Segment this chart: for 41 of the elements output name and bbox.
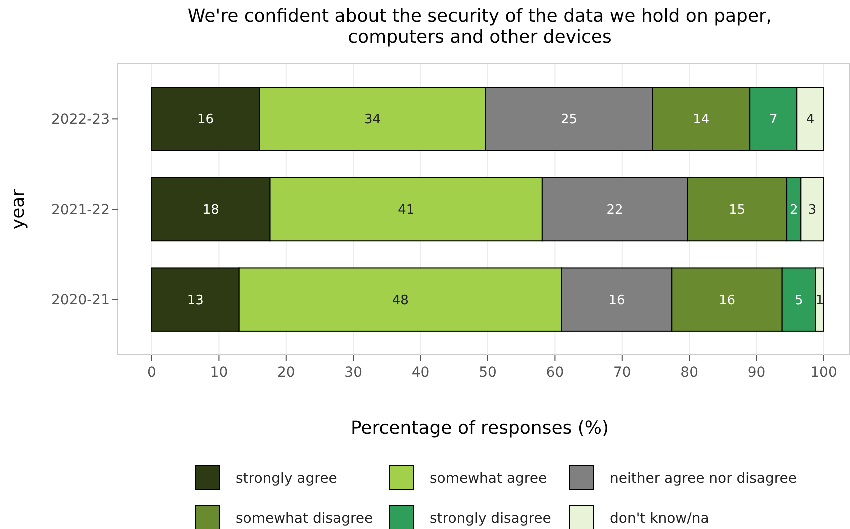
data-label: 16 <box>608 293 626 308</box>
y-tick-label: 2022-23 <box>52 112 110 128</box>
x-tick-label: 40 <box>412 365 430 381</box>
y-tick-label: 2020-21 <box>52 292 110 309</box>
x-tick-label: 20 <box>277 365 296 381</box>
data-label: 15 <box>729 203 746 218</box>
x-tick-label: 60 <box>546 365 564 381</box>
x-tick-label: 30 <box>344 365 363 381</box>
data-label: 41 <box>398 203 415 218</box>
chart-title: We're confident about the security of the data we hold on paper, computers and other devices <box>188 6 772 48</box>
x-tick-label: 10 <box>210 365 228 381</box>
data-label: 34 <box>364 112 382 128</box>
data-label: 3 <box>808 203 817 218</box>
y-tick-label: 2021-22 <box>52 202 110 218</box>
data-label: 48 <box>392 293 409 308</box>
x-tick-label: 50 <box>479 365 497 381</box>
data-label: 16 <box>197 112 214 128</box>
data-label: 18 <box>202 203 220 218</box>
legend-label: neither agree nor disagree <box>610 470 798 487</box>
data-label: 14 <box>693 112 710 128</box>
x-tick-label: 90 <box>748 365 766 381</box>
data-label: 16 <box>718 293 736 308</box>
x-tick-label: 80 <box>680 365 699 381</box>
data-label: 25 <box>561 112 578 128</box>
legend-label: strongly agree <box>236 470 338 487</box>
data-label: 2 <box>790 203 798 218</box>
y-axis-title: year <box>8 188 29 230</box>
data-label: 1 <box>816 293 824 308</box>
x-tick-label: 100 <box>810 365 838 381</box>
x-axis-title: Percentage of responses (%) <box>350 418 610 439</box>
data-label: 4 <box>806 112 815 128</box>
data-label: 7 <box>769 112 778 128</box>
x-tick-label: 0 <box>148 365 156 381</box>
data-label: 13 <box>187 293 204 308</box>
legend-label: somewhat disagree <box>236 510 374 527</box>
data-label: 5 <box>794 293 804 308</box>
legend-label: strongly disagree <box>430 510 552 527</box>
x-tick-label: 70 <box>613 365 632 381</box>
legend-label: don't know/na <box>610 510 710 527</box>
legend-label: somewhat agree <box>430 470 548 487</box>
data-label: 22 <box>606 203 624 218</box>
